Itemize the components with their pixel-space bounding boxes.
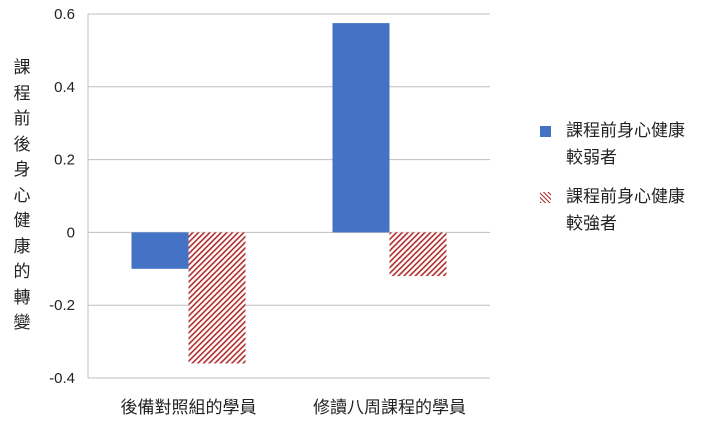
y-axis-label-char: 轉 [13,287,31,308]
bar-stronger-1 [188,232,246,364]
y-tick-label: 0.2 [54,152,75,169]
y-tick-label: 0 [67,224,75,241]
y-axis-label-char: 康 [13,236,31,257]
legend-label-weaker: 課程前身心健康較弱者 [566,121,685,168]
legend-item-stronger: 課程前身心健康較強者 [538,184,698,238]
y-axis-label: 課程前後身心健康的轉變 [10,56,34,337]
legend-label-stronger: 課程前身心健康較強者 [566,187,685,234]
y-axis-label-char: 的 [13,262,31,282]
y-tick-labels: 0.6 0.4 0.2 0 -0.2 -0.4 [49,6,75,387]
legend-swatch-hatch [540,192,551,203]
gridlines [87,13,490,379]
y-axis-label-char: 變 [13,313,31,333]
y-axis-label-char: 後 [13,134,31,155]
y-tick-label: -0.2 [49,297,75,314]
x-tick-label: 後備對照組的學員 [121,398,257,418]
bar-stronger-2 [389,232,447,277]
legend-swatch-solid [540,126,551,137]
y-axis-label-char: 前 [13,109,31,129]
y-tick-label: 0.6 [54,6,75,23]
y-axis-label-char: 課 [13,58,31,78]
y-axis-label-char: 程 [13,83,31,104]
x-tick-label: 修讀八周課程的學員 [313,398,466,418]
y-axis-label-char: 心 [13,185,31,206]
bars [131,23,447,364]
y-tick-label: -0.4 [49,370,75,387]
legend-item-weaker: 課程前身心健康較弱者 [538,118,698,172]
bar-weaker-1 [131,232,189,269]
x-tick-labels: 後備對照組的學員 修讀八周課程的學員 [121,398,467,418]
y-axis-label-char: 身 [13,160,31,180]
bar-weaker-2 [332,23,390,233]
y-axis-label-char: 健 [13,211,31,231]
y-tick-label: 0.4 [54,79,75,96]
legend: 課程前身心健康較弱者 課程前身心健康較強者 [538,118,698,250]
